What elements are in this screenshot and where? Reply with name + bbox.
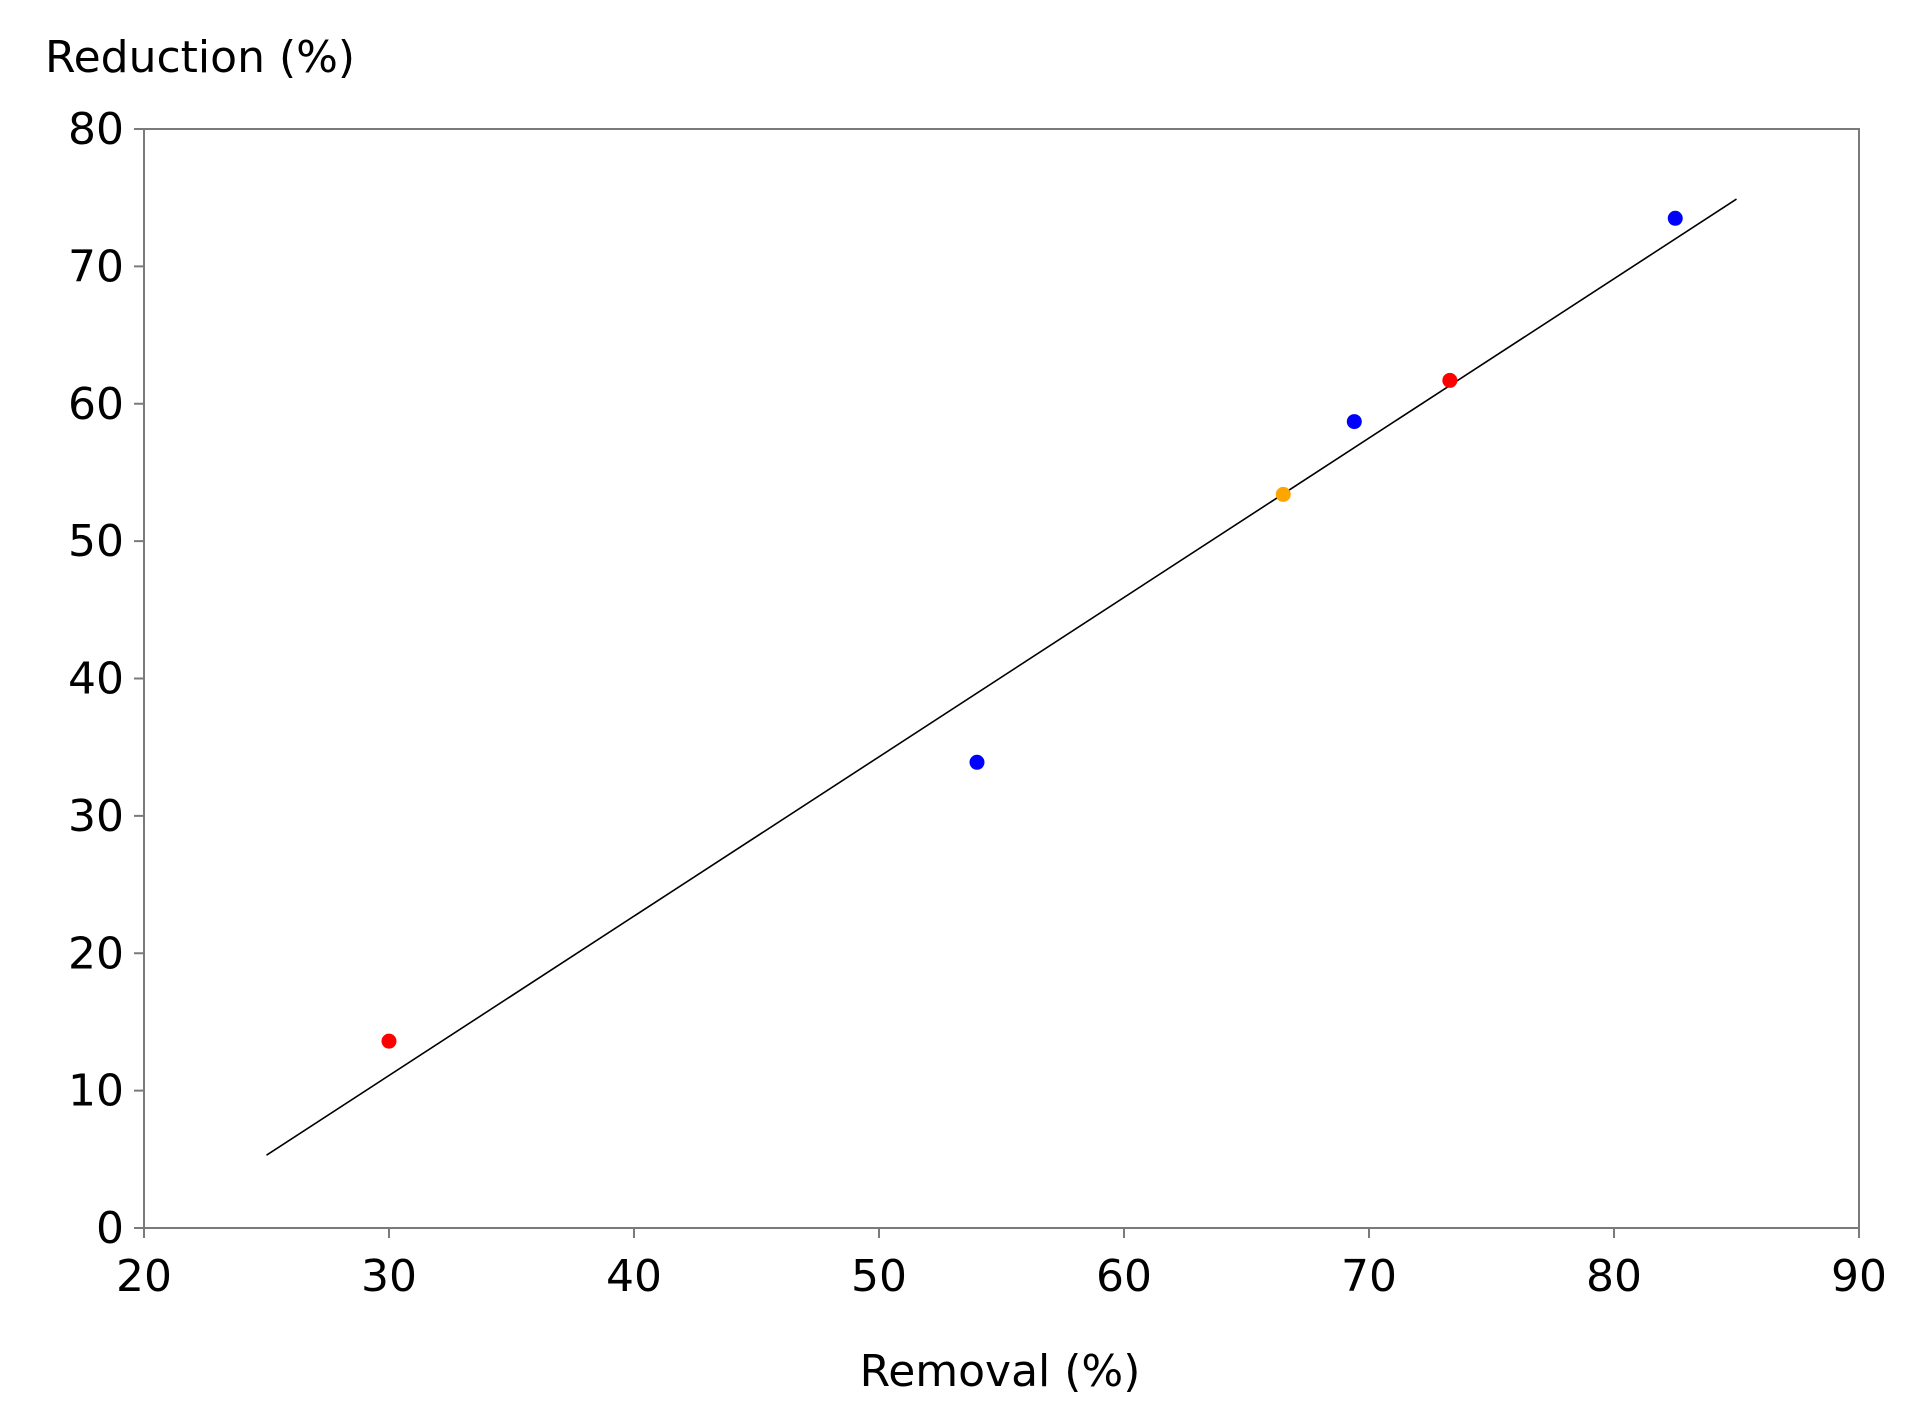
- data-point: [1442, 372, 1458, 388]
- y-tick-label: 40: [68, 654, 124, 705]
- x-axis: 20 30 40 50 60 70 80 90: [116, 1228, 1887, 1302]
- x-tick-label: 30: [361, 1251, 417, 1302]
- fit-line: [266, 198, 1737, 1156]
- y-tick-label: 50: [68, 516, 124, 567]
- y-tick-label: 10: [68, 1066, 124, 1117]
- data-point: [1275, 486, 1291, 502]
- fit-line-group: [266, 198, 1737, 1156]
- x-tick-label: 40: [606, 1251, 662, 1302]
- x-tick-label: 20: [116, 1251, 172, 1302]
- x-tick-label: 50: [851, 1251, 907, 1302]
- y-tick-label: 30: [68, 791, 124, 842]
- x-tick-label: 60: [1096, 1251, 1152, 1302]
- y-tick-label: 60: [68, 379, 124, 430]
- y-tick-label: 0: [96, 1203, 124, 1254]
- x-tick-label: 90: [1831, 1251, 1887, 1302]
- data-points: [381, 210, 1683, 1049]
- y-axis: 0 10 20 30 40 50 60 70 80: [68, 104, 144, 1254]
- y-axis-label: Reduction (%): [45, 32, 355, 83]
- data-point: [1346, 414, 1362, 430]
- y-tick-label: 80: [68, 104, 124, 155]
- y-tick-label: 70: [68, 241, 124, 292]
- data-point: [1667, 210, 1683, 226]
- x-tick-label: 80: [1586, 1251, 1642, 1302]
- data-point: [381, 1033, 397, 1049]
- y-tick-label: 20: [68, 928, 124, 979]
- plot-frame: [143, 128, 1860, 1229]
- data-point: [969, 754, 985, 770]
- x-tick-label: 70: [1341, 1251, 1397, 1302]
- x-axis-label: Removal (%): [860, 1346, 1141, 1397]
